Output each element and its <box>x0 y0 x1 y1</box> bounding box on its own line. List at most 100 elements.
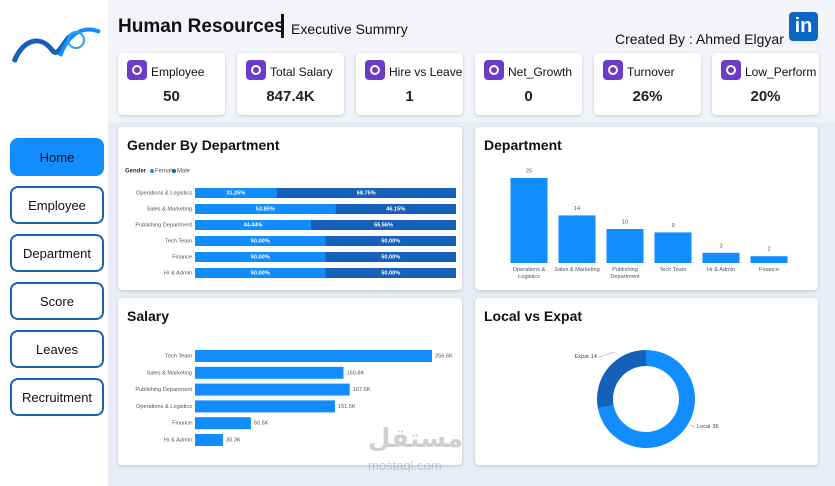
category-label: Sales & Marketing <box>147 370 192 376</box>
legend-label: Male <box>177 169 191 175</box>
value-label: 10 <box>622 219 628 225</box>
legend-marker <box>150 169 154 173</box>
watermark: مستقل <box>368 423 464 453</box>
value-label: 50.00% <box>381 238 400 244</box>
chart-title: Salary <box>127 308 170 324</box>
value-label: 167.5K <box>353 387 371 393</box>
slice-label: Expat 14 <box>574 354 597 360</box>
bar <box>510 178 548 263</box>
value-label: 50.00% <box>251 270 270 276</box>
value-label: 9 <box>671 223 674 229</box>
nav-button[interactable]: Leaves <box>10 330 104 368</box>
value-label: 60.5K <box>254 421 269 427</box>
x-tick-label: Operations & Logistics <box>512 267 546 280</box>
chart-title: Gender By Department <box>127 137 280 153</box>
value-label: 50.00% <box>251 238 270 244</box>
chart-title: Department <box>484 137 562 153</box>
bar <box>195 434 223 446</box>
value-label: 50.00% <box>251 254 270 260</box>
value-label: 25 <box>526 168 532 174</box>
x-tick-label: Tech Team <box>659 267 687 273</box>
kpi-card: Total Salary 847.4K <box>237 53 344 115</box>
value-label: 44.44% <box>244 222 263 228</box>
kpi-label: Turnover <box>627 65 675 79</box>
value-label: 50.00% <box>381 270 400 276</box>
kpi-value: 0 <box>524 88 533 105</box>
title: Human Resources <box>118 16 285 37</box>
kpi-card: Net_Growth 0 <box>475 53 582 115</box>
nav-button[interactable]: Home <box>10 138 104 176</box>
bar-segment <box>195 252 326 262</box>
kpi-label: Employee <box>151 65 205 79</box>
x-tick-label: Hr & Admin <box>706 267 736 273</box>
x-tick-label: Publishing Department <box>610 267 640 280</box>
value-label: 256.6K <box>435 353 453 359</box>
slice-name: Local <box>697 424 710 430</box>
linkedin-icon[interactable]: in <box>789 12 818 41</box>
kpi-icon-glyph <box>251 65 261 75</box>
category-label: Operations & Logistics <box>136 190 192 196</box>
category-label: Hr & Admin <box>164 270 192 276</box>
legend-label: Female <box>155 169 176 175</box>
slice-name: Expat <box>574 354 589 360</box>
kpi-label: Hire vs Leave <box>389 65 463 79</box>
donut-slice <box>597 350 646 409</box>
watermark: mostaql.com <box>368 458 442 473</box>
credit: Created By : Ahmed Elgyar <box>615 31 784 47</box>
category-label: Publishing Department <box>135 222 192 228</box>
value-label: 50.00% <box>381 254 400 260</box>
leader-line <box>598 351 616 358</box>
kpi-icon <box>127 60 147 80</box>
kpi-card: Employee 50 <box>118 53 225 115</box>
nav-button[interactable]: Employee <box>10 186 104 224</box>
bar <box>750 256 788 263</box>
kpi-value: 847.4K <box>266 88 315 105</box>
bar <box>195 400 335 413</box>
slice-value: 14 <box>591 354 597 360</box>
value-label: 151.5K <box>338 404 356 410</box>
leader-line <box>689 424 696 428</box>
bar-segment <box>276 188 456 198</box>
chart-title: Local vs Expat <box>484 308 583 324</box>
bar <box>654 232 692 263</box>
nav-button[interactable]: Score <box>10 282 104 320</box>
kpi-label: Low_Perform <box>745 65 817 79</box>
category-label: Finance <box>172 254 192 260</box>
bar <box>195 417 251 430</box>
bar-segment <box>195 220 311 230</box>
bar-segment <box>335 204 456 214</box>
category-label: Sales & Marketing <box>147 206 192 212</box>
bar <box>558 215 596 263</box>
x-tick-label: Sales & Marketing <box>554 267 600 273</box>
kpi-icon <box>721 60 741 80</box>
nav-button[interactable]: Recruitment <box>10 378 104 416</box>
kpi-value: 26% <box>632 88 663 105</box>
slice-value: 36 <box>712 424 718 430</box>
kpi-card: Hire vs Leave 1 <box>356 53 463 115</box>
category-label: Publishing Department <box>135 387 192 393</box>
value-label: 14 <box>574 206 580 212</box>
kpi-label: Net_Growth <box>508 65 573 79</box>
logo <box>11 27 101 63</box>
bar <box>606 229 644 263</box>
bar <box>195 366 344 379</box>
value-label: 3 <box>719 243 722 249</box>
value-label: 30.3K <box>226 437 241 443</box>
chart-panel <box>118 298 462 465</box>
slice-label: Local 36 <box>697 424 719 430</box>
legend-marker <box>172 169 176 173</box>
value-label: 31.25% <box>226 190 245 196</box>
value-label: 160.8K <box>347 370 365 376</box>
bar <box>195 383 350 396</box>
x-tick-label: Finance <box>759 267 779 273</box>
value-label: 68.75% <box>357 190 376 196</box>
kpi-card: Low_Perform 20% <box>712 53 819 115</box>
value-label: 53.85% <box>256 206 275 212</box>
bar <box>702 252 740 263</box>
nav-button[interactable]: Department <box>10 234 104 272</box>
kpi-icon <box>246 60 266 80</box>
bar-segment <box>195 204 336 214</box>
kpi-label: Total Salary <box>270 65 333 79</box>
logo-ring <box>67 31 85 49</box>
